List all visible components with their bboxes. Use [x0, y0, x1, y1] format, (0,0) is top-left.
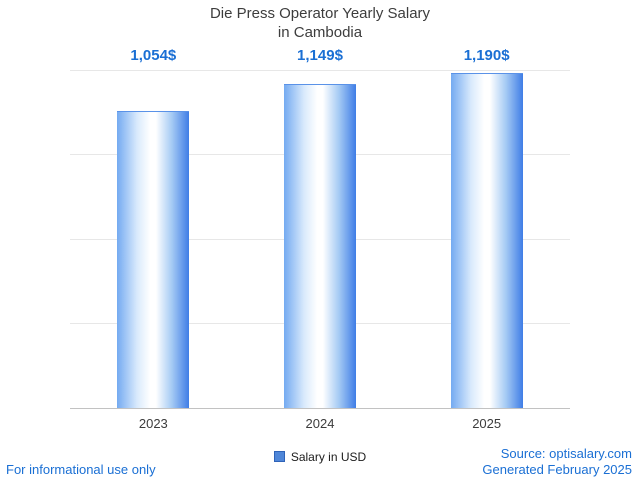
footer-disclaimer: For informational use only	[6, 462, 156, 477]
chart-title-line1: Die Press Operator Yearly Salary	[209, 5, 431, 22]
x-tick-label-2024: 2024	[305, 416, 335, 431]
chart-title-line2: in Cambodia	[277, 23, 363, 41]
bar-2024	[284, 84, 356, 408]
x-tick-label-2023: 2023	[138, 416, 168, 431]
value-label-2024: 1,149$	[297, 47, 343, 64]
plot-area: 30060090012001,054$20231,149$20241,190$2…	[70, 47, 570, 431]
footer-meta: Source: optisalary.com Generated Februar…	[482, 446, 632, 479]
chart-title: Die Press Operator Yearly Salary in Camb…	[0, 5, 640, 43]
footer-generated: Generated February 2025	[482, 461, 632, 477]
bar-2023	[117, 111, 190, 408]
gridline-1200	[70, 70, 570, 71]
x-tick-label-2025: 2025	[472, 416, 502, 431]
value-label-2025: 1,190$	[463, 47, 510, 64]
value-label-2023: 1,054$	[130, 47, 177, 64]
footer-source-link[interactable]: Source: optisalary.com	[500, 445, 632, 461]
legend-label: Salary in USD	[290, 450, 367, 464]
bar-2025	[450, 72, 523, 408]
legend-swatch-icon	[273, 451, 285, 463]
legend: Salary in USD	[0, 450, 640, 464]
